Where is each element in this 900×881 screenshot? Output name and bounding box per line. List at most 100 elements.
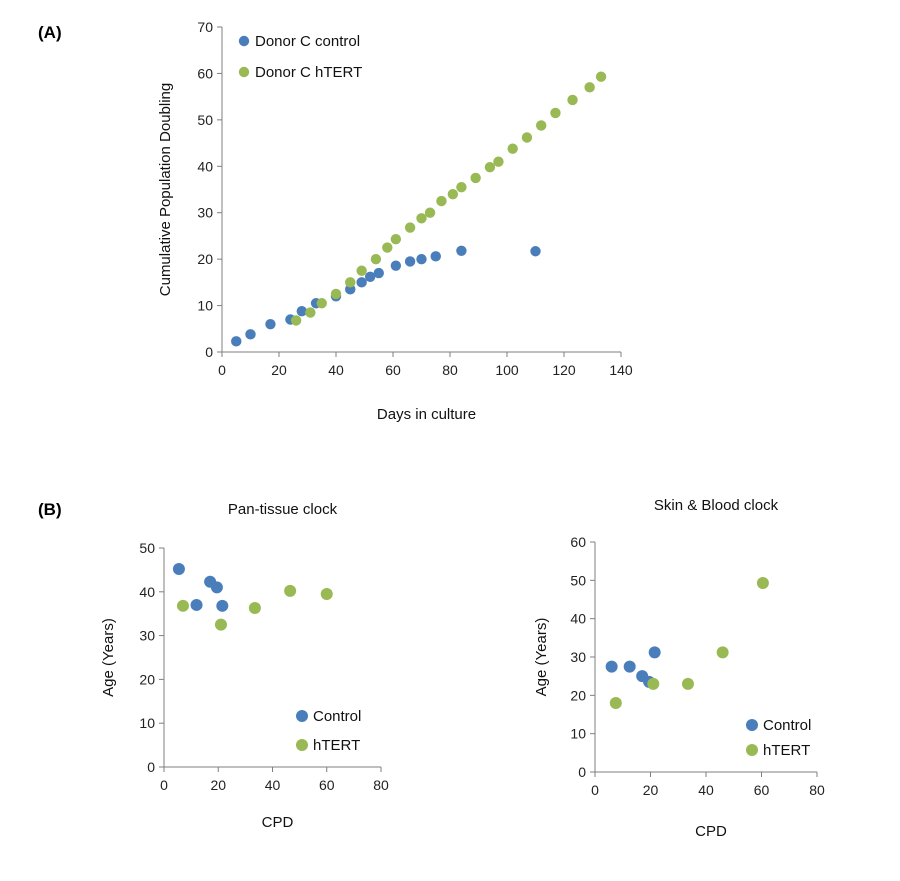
x-axis-title: CPD — [262, 814, 294, 831]
y-tick-label: 30 — [570, 649, 586, 665]
chart-b-skin-blood-clock: 0 10 20 30 40 50 60 0 20 40 60 80 Skin & Blood clock… — [533, 497, 825, 840]
data-point-htert — [320, 587, 333, 600]
panel-label-b: (B) — [38, 500, 62, 519]
y-tick-label: 60 — [570, 534, 586, 550]
data-point-control — [404, 256, 416, 267]
data-point-control — [296, 305, 307, 317]
y-tick-label: 20 — [197, 251, 213, 267]
data-point-htert — [521, 132, 533, 143]
y-tick-label: 20 — [139, 671, 155, 687]
legend-marker-htert — [238, 66, 250, 78]
series-htert — [609, 577, 769, 709]
data-point-htert — [536, 120, 547, 131]
data-point-htert — [316, 298, 327, 309]
legend-label-control: Control — [763, 717, 811, 734]
data-point-control — [216, 599, 229, 612]
legend-marker-control — [238, 35, 250, 47]
data-point-htert — [584, 82, 595, 93]
data-point-htert — [647, 677, 660, 690]
y-axis-title: Age (Years) — [533, 618, 550, 697]
data-point-htert — [305, 307, 316, 318]
chart-b-pan-tissue-clock: 0 10 20 30 40 50 0 20 40 60 80 Pan-tissue clock CPD A… — [100, 501, 389, 831]
legend-label-htert: hTERT — [313, 737, 360, 754]
y-tick-label: 40 — [139, 584, 155, 600]
y-tick-label: 0 — [578, 764, 586, 780]
legend-marker-control — [296, 710, 308, 722]
data-point-control — [530, 246, 541, 257]
y-tick-label: 70 — [197, 19, 213, 35]
data-point-control — [623, 660, 636, 673]
data-point-htert — [370, 253, 382, 265]
y-tick-label: 60 — [197, 65, 213, 81]
data-point-htert — [284, 584, 297, 597]
data-point-htert — [424, 207, 436, 218]
x-tick-label: 40 — [328, 362, 344, 378]
legend-label-control: Control — [313, 708, 361, 725]
chart-title: Pan-tissue clock — [228, 501, 338, 518]
legend-label-htert: hTERT — [763, 742, 810, 759]
y-tick-label: 10 — [570, 726, 586, 742]
data-point-control — [265, 318, 276, 330]
x-tick-label: 60 — [754, 782, 770, 798]
data-point-control — [390, 260, 402, 271]
legend-marker-control — [746, 719, 758, 731]
y-tick-label: 40 — [197, 158, 213, 174]
data-point-htert — [248, 602, 261, 615]
y-axis-title: Age (Years) — [100, 618, 117, 697]
y-tick-label: 0 — [205, 344, 213, 360]
x-tick-label: 20 — [643, 782, 659, 798]
x-tick-label: 40 — [265, 777, 281, 793]
data-point-htert — [716, 646, 729, 659]
x-tick-label: 60 — [319, 777, 335, 793]
data-point-control — [245, 329, 256, 340]
data-point-htert — [214, 618, 227, 631]
legend-marker-htert — [746, 744, 758, 756]
data-point-control — [190, 598, 203, 611]
data-point-htert — [176, 599, 189, 612]
data-point-htert — [345, 277, 356, 288]
data-point-htert — [390, 233, 402, 245]
x-tick-label: 120 — [552, 362, 576, 378]
x-tick-label: 60 — [385, 362, 401, 378]
legend-marker-htert — [296, 739, 308, 751]
data-point-htert — [567, 94, 578, 106]
x-tick-label: 100 — [495, 362, 519, 378]
chart-title: Skin & Blood clock — [654, 497, 779, 514]
data-point-htert — [436, 195, 447, 207]
data-point-htert — [330, 288, 342, 300]
data-point-htert — [356, 265, 367, 276]
y-tick-label: 30 — [197, 205, 213, 221]
data-point-htert — [595, 71, 607, 82]
x-tick-label: 0 — [591, 782, 599, 798]
y-tick-label: 30 — [139, 628, 155, 644]
x-tick-label: 20 — [271, 362, 287, 378]
x-tick-label: 80 — [442, 362, 458, 378]
data-point-htert — [484, 162, 496, 173]
x-tick-label: 80 — [809, 782, 825, 798]
data-point-htert — [609, 697, 622, 709]
data-point-control — [456, 245, 467, 256]
y-tick-label: 50 — [570, 572, 586, 588]
data-point-htert — [507, 143, 518, 154]
data-point-htert — [470, 172, 481, 184]
data-point-htert — [416, 213, 427, 224]
y-tick-label: 40 — [570, 611, 586, 627]
data-point-control — [648, 646, 661, 659]
data-point-htert — [456, 181, 467, 193]
legend-label-htert: Donor C hTERT — [255, 64, 362, 81]
x-tick-label: 80 — [373, 777, 389, 793]
x-tick-label: 0 — [160, 777, 168, 793]
data-point-control — [356, 277, 367, 288]
data-point-control — [373, 267, 384, 279]
y-tick-label: 10 — [139, 715, 155, 731]
data-point-control — [430, 251, 441, 262]
series-htert — [176, 584, 333, 631]
x-tick-label: 0 — [218, 362, 226, 378]
data-point-htert — [447, 188, 459, 200]
x-axis-title: Days in culture — [377, 406, 476, 423]
data-point-control — [365, 271, 376, 282]
y-axis-title: Cumulative Population Doubling — [157, 83, 174, 296]
y-tick-label: 10 — [197, 298, 213, 314]
y-tick-label: 20 — [570, 687, 586, 703]
